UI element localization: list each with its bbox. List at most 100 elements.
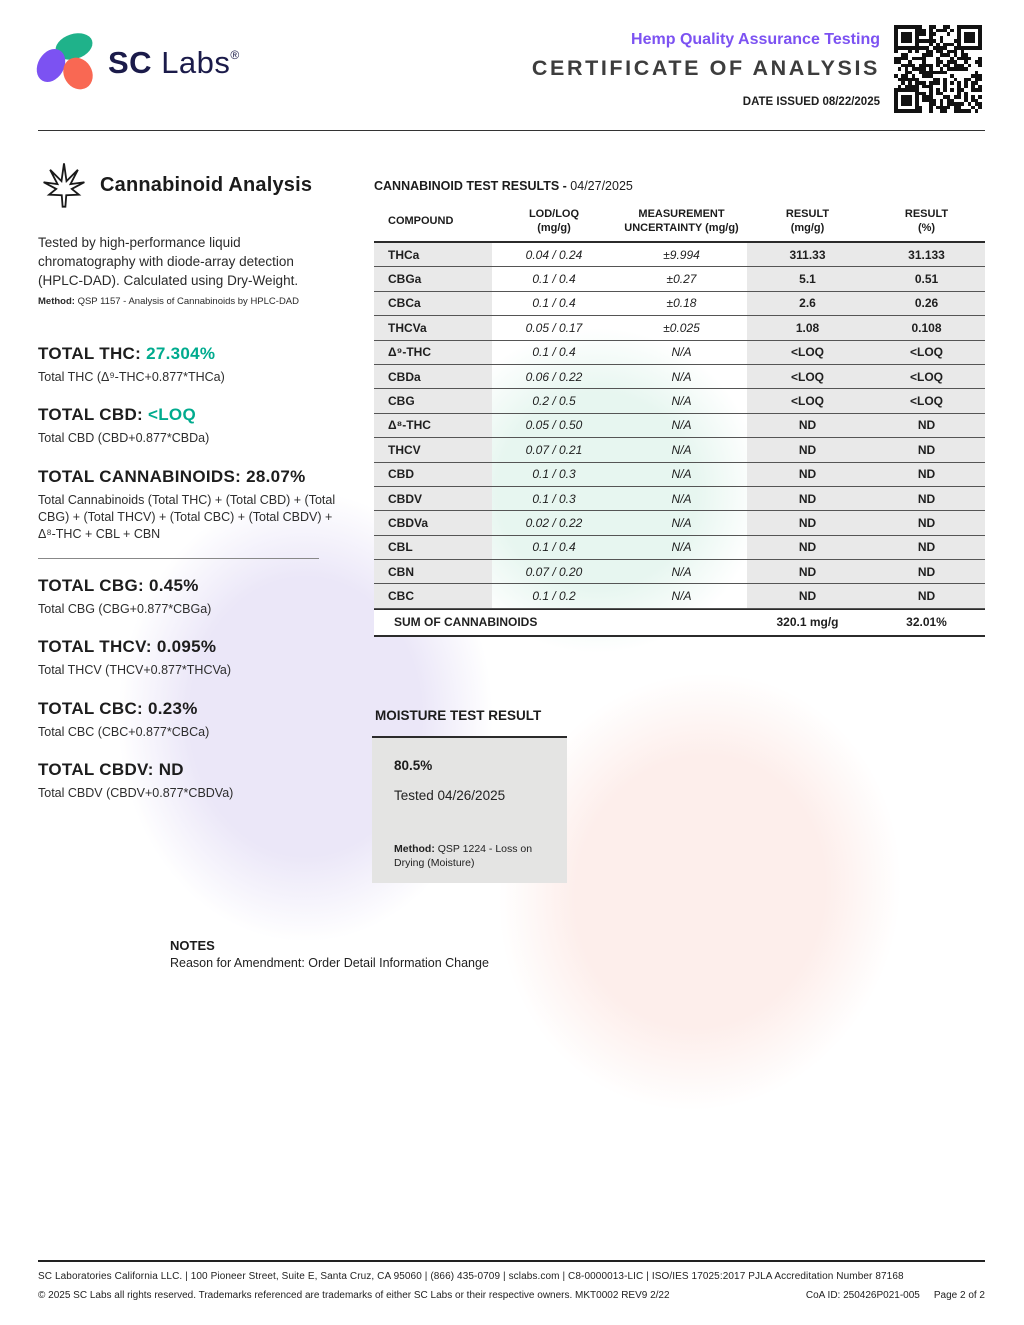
column-header: LOD/LOQ (mg/g)	[528, 207, 580, 234]
table-cell: ND	[868, 413, 985, 438]
table-cell: 0.1 / 0.2	[532, 589, 576, 604]
total-item: TOTAL CANNABINOIDS: 28.07% Total Cannabin…	[38, 467, 343, 544]
table-cell: CBC	[374, 584, 492, 608]
sum-mg-value: 320.1 mg/g	[776, 615, 839, 630]
table-cell: CBDVa	[374, 511, 492, 535]
table-cell: ND	[747, 584, 868, 608]
total-value: 0.23%	[148, 698, 198, 718]
page-number: Page 2 of 2	[933, 1290, 985, 1301]
total-label: TOTAL CBDV:	[38, 759, 159, 779]
results-table-title: CANNABINOID TEST RESULTS - 04/27/2025	[374, 179, 985, 193]
logo-wordmark: SC Labs®	[108, 45, 240, 92]
table-cell: CBN	[374, 560, 492, 584]
table-cell: 1.08	[747, 316, 868, 340]
total-label: TOTAL THCV:	[38, 637, 157, 657]
table-cell: THCa	[374, 243, 492, 267]
sum-pct-value: 32.01%	[906, 615, 947, 630]
table-cell: ND	[747, 511, 868, 535]
table-cell: N/A	[671, 418, 692, 433]
table-cell: ND	[868, 511, 985, 535]
table-cell: CBGa	[374, 267, 492, 291]
table-cell: CBD	[374, 462, 492, 486]
table-cell: THCV	[374, 438, 492, 462]
table-cell: CBCa	[374, 291, 492, 316]
table-cell: N/A	[671, 369, 692, 384]
analysis-description: Tested by high-performance liquid chroma…	[38, 234, 299, 288]
total-item: TOTAL CBG: 0.45% Total CBG (CBG+0.877*CBG…	[38, 576, 343, 618]
section-title: Cannabinoid Analysis	[100, 173, 313, 196]
totals-primary: TOTAL THC: 27.304% Total THC (Δ⁹-THC+0.87…	[38, 344, 343, 562]
analysis-method: Method: QSP 1157 - Analysis of Cannabino…	[38, 296, 348, 307]
footer-line1: SC Laboratories California LLC. | 100 Pi…	[38, 1271, 904, 1282]
table-cell: N/A	[671, 467, 692, 482]
total-label: TOTAL CBG:	[38, 576, 149, 595]
table-cell: CBG	[374, 389, 492, 413]
table-row: Δ⁹-THC 0.1 / 0.4 N/A <LOQ <LOQ	[374, 340, 985, 365]
total-value: 27.304%	[146, 344, 216, 363]
total-label: TOTAL THC:	[38, 344, 147, 363]
table-cell: <LOQ	[868, 364, 985, 389]
table-cell: <LOQ	[868, 389, 985, 413]
notes-section: NOTES Reason for Amendment: Order Detail…	[170, 938, 489, 970]
certificate-title: CERTIFICATE OF ANALYSIS	[531, 56, 880, 80]
total-formula: Total CBC (CBC+0.877*CBCa)	[38, 724, 210, 739]
table-cell: Δ⁹-THC	[374, 340, 492, 364]
table-cell: ND	[868, 560, 985, 584]
moisture-value: 80.5%	[394, 758, 433, 773]
table-cell: ND	[747, 438, 868, 462]
total-label: TOTAL CANNABINOIDS:	[38, 466, 247, 486]
table-cell: N/A	[671, 491, 692, 506]
column-header: RESULT (mg/g)	[785, 207, 830, 234]
cannabinoid-results-table: CANNABINOID TEST RESULTS - 04/27/2025 CO…	[374, 179, 985, 637]
table-cell: <LOQ	[747, 340, 868, 364]
total-item: TOTAL THCV: 0.095% Total THCV (THCV+0.877…	[38, 637, 343, 679]
table-cell: 0.07 / 0.20	[525, 564, 583, 579]
table-cell: CBL	[374, 535, 492, 560]
footer-copyright: © 2025 SC Labs all rights reserved. Trad…	[38, 1290, 670, 1301]
cannabinoid-analysis-header: Cannabinoid Analysis	[38, 159, 312, 211]
table-row: CBD 0.1 / 0.3 N/A ND ND	[374, 462, 985, 487]
table-cell: CBDV	[374, 486, 492, 511]
table-cell: N/A	[671, 442, 692, 457]
logo-sc: SC	[108, 45, 153, 80]
table-row: CBL 0.1 / 0.4 N/A ND ND	[374, 535, 985, 561]
table-row: THCV 0.07 / 0.21 N/A ND ND	[374, 438, 985, 463]
table-cell: Δ⁸-THC	[374, 413, 492, 438]
method-label: Method:	[38, 295, 75, 307]
results-table-body: THCa 0.04 / 0.24 ±9.994 311.33 31.133 CBGa 0.1…	[374, 243, 985, 609]
footer: SC Laboratories California LLC. | 100 Pi…	[38, 1260, 985, 1301]
table-cell: 5.1	[747, 267, 868, 291]
moisture-tested-date: Tested 04/26/2025	[394, 788, 506, 803]
totals-divider	[38, 558, 319, 559]
table-cell: ND	[868, 462, 985, 486]
table-cell: N/A	[671, 345, 692, 360]
table-cell: 0.51	[868, 267, 985, 291]
table-cell: ND	[868, 486, 985, 511]
table-cell: N/A	[671, 564, 692, 579]
total-value: 28.07%	[246, 466, 306, 486]
total-formula: Total CBDV (CBDV+0.877*CBDVa)	[38, 785, 234, 800]
total-item: TOTAL CBD: <LOQ Total CBD (CBD+0.877*CBDa…	[38, 405, 343, 447]
total-formula: Total Cannabinoids (Total THC) + (Total …	[38, 492, 336, 542]
total-value: 0.45%	[148, 576, 199, 595]
table-cell: ±0.18	[666, 296, 697, 311]
method-value: QSP 1157 - Analysis of Cannabinoids by H…	[74, 295, 300, 307]
footer-line2: © 2025 SC Labs all rights reserved. Trad…	[38, 1290, 985, 1301]
column-header: COMPOUND	[388, 214, 454, 227]
table-cell: N/A	[671, 589, 692, 604]
table-row: CBDV 0.1 / 0.3 N/A ND ND	[374, 486, 985, 512]
table-cell: ND	[747, 535, 868, 560]
header-titles: Hemp Quality Assurance Testing CERTIFICA…	[380, 31, 880, 108]
table-cell: 0.2 / 0.5	[532, 394, 576, 409]
table-cell: THCVa	[374, 316, 492, 340]
total-label: TOTAL CBC:	[38, 698, 149, 718]
table-row: CBN 0.07 / 0.20 N/A ND ND	[374, 560, 985, 585]
table-cell: <LOQ	[747, 389, 868, 413]
table-cell: N/A	[671, 515, 692, 530]
table-row: CBG 0.2 / 0.5 N/A <LOQ <LOQ	[374, 389, 985, 414]
table-cell: 0.1 / 0.4	[532, 540, 576, 555]
table-cell: 0.05 / 0.50	[525, 418, 583, 433]
table-cell: N/A	[671, 394, 692, 409]
notes-body: Reason for Amendment: Order Detail Infor…	[170, 956, 489, 970]
table-cell: 0.05 / 0.17	[525, 320, 583, 335]
